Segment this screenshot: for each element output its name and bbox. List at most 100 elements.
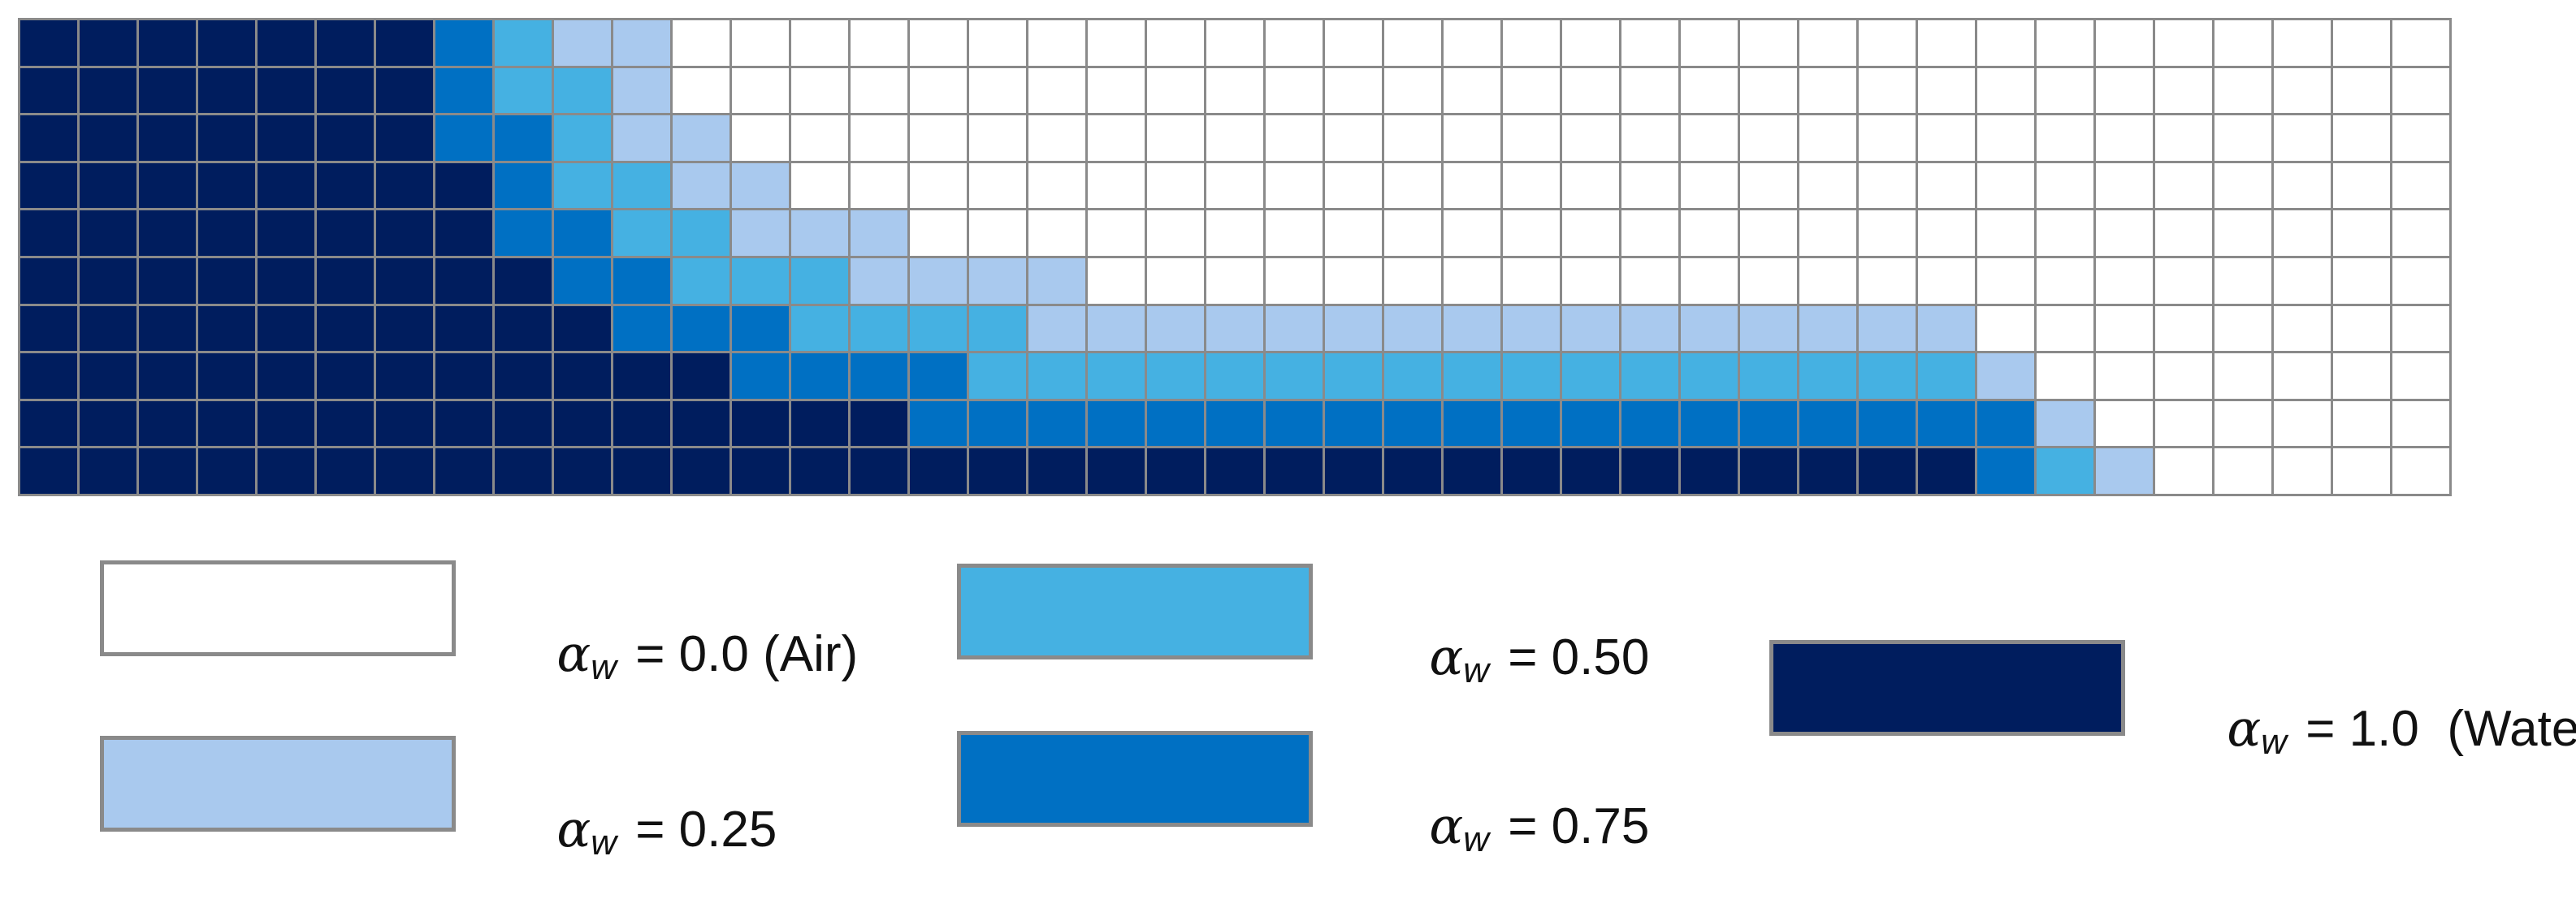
grid-cell [2096, 20, 2155, 68]
grid-cell [1206, 400, 1266, 449]
alpha-subscript: w [1463, 651, 1490, 690]
grid-cell [198, 353, 258, 401]
grid-cell [1859, 67, 1918, 116]
grid-cell [2096, 162, 2155, 211]
grid-cell [673, 400, 732, 449]
grid-cell [673, 115, 732, 163]
grid-cell [2333, 115, 2392, 163]
grid-cell [2392, 162, 2452, 211]
alpha-symbol: α [1429, 796, 1464, 855]
grid-cell [258, 20, 317, 68]
grid-cell [1444, 20, 1503, 68]
grid-cell [910, 448, 969, 496]
grid-cell [80, 305, 139, 354]
grid-cell [2037, 448, 2096, 496]
grid-cell [258, 353, 317, 401]
grid-cell [2037, 257, 2096, 306]
grid-cell [2274, 353, 2333, 401]
grid-cell [1503, 20, 1562, 68]
grid-cell [1028, 353, 1088, 401]
grid-cell [1444, 305, 1503, 354]
grid-cell [554, 210, 613, 258]
grid-cell [139, 448, 198, 496]
grid-cell [198, 115, 258, 163]
grid-cell [613, 353, 673, 401]
grid-cell [376, 257, 435, 306]
grid-cell [1681, 67, 1740, 116]
legend-value-water: = 1.0 (Water) [2305, 701, 2576, 757]
grid-cell [1977, 448, 2037, 496]
grid-cell [2392, 305, 2452, 354]
grid-cell [2037, 400, 2096, 449]
grid-cell [1799, 305, 1859, 354]
grid-cell [1918, 305, 1977, 354]
grid-cell [613, 400, 673, 449]
grid-cell [554, 115, 613, 163]
grid-cell [1503, 162, 1562, 211]
grid-cell [1562, 353, 1621, 401]
grid-cell [851, 115, 910, 163]
grid-cell [1147, 400, 1206, 449]
grid-cell [1799, 257, 1859, 306]
grid-cell [1503, 115, 1562, 163]
grid-cell [495, 210, 554, 258]
grid-cell [1918, 400, 1977, 449]
grid-cell [317, 353, 376, 401]
legend-label-water: αw = 1.0 (Water) [2143, 653, 2576, 805]
grid-cell [1266, 400, 1325, 449]
grid-cell [969, 257, 1028, 306]
grid-cell [317, 448, 376, 496]
grid-cell [1621, 67, 1681, 116]
grid-cell [1681, 115, 1740, 163]
grid-cell [258, 400, 317, 449]
grid-cell [1384, 115, 1444, 163]
grid-cell [1384, 67, 1444, 116]
grid-cell [1740, 67, 1799, 116]
grid-cell [732, 20, 791, 68]
grid-cell [435, 115, 495, 163]
grid-cell [1503, 305, 1562, 354]
grid-cell [1621, 448, 1681, 496]
grid-cell [1621, 162, 1681, 211]
grid-cell [732, 448, 791, 496]
volume-fraction-grid [18, 18, 2452, 496]
grid-cell [1147, 448, 1206, 496]
grid-cell [2155, 162, 2214, 211]
grid-cell [1562, 115, 1621, 163]
grid-cell [435, 162, 495, 211]
grid-cell [969, 305, 1028, 354]
grid-cell [1740, 210, 1799, 258]
grid-cell [910, 400, 969, 449]
grid-cell [435, 305, 495, 354]
grid-cell [495, 115, 554, 163]
grid-cell [2333, 257, 2392, 306]
grid-cell [258, 67, 317, 116]
grid-cell [495, 257, 554, 306]
grid-cell [910, 115, 969, 163]
legend-swatch-075 [957, 731, 1313, 827]
grid-cell [969, 448, 1028, 496]
grid-cell [1444, 115, 1503, 163]
grid-cell [554, 20, 613, 68]
alpha-symbol: α [556, 624, 591, 683]
grid-cell [1562, 448, 1621, 496]
legend-value-050: = 0.50 [1494, 629, 1650, 685]
grid-cell [139, 67, 198, 116]
grid-cell [495, 353, 554, 401]
grid-cell [1681, 305, 1740, 354]
grid-cell [1325, 115, 1384, 163]
grid-cell [2333, 20, 2392, 68]
grid-cell [1088, 20, 1147, 68]
grid-cell [2096, 448, 2155, 496]
grid-cell [969, 20, 1028, 68]
grid-cell [1621, 210, 1681, 258]
grid-cell [139, 210, 198, 258]
grid-cell [1681, 448, 1740, 496]
grid-cell [1740, 162, 1799, 211]
grid-cell [2096, 305, 2155, 354]
grid-cell [198, 400, 258, 449]
grid-cell [2392, 448, 2452, 496]
grid-cell [1028, 115, 1088, 163]
grid-cell [613, 305, 673, 354]
grid-cell [1562, 305, 1621, 354]
